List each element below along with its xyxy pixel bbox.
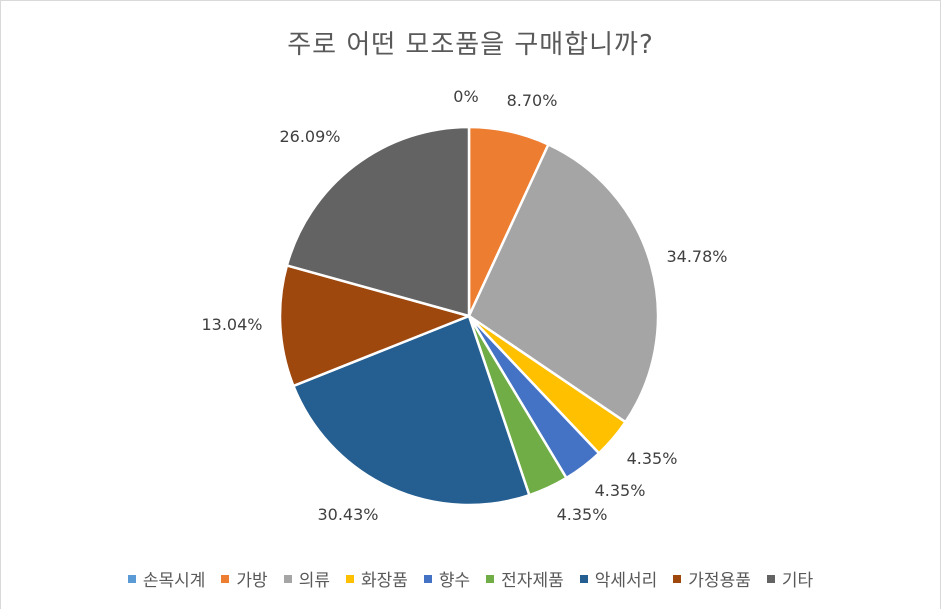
legend-item-8: 기타 <box>766 566 814 591</box>
legend-label: 의류 <box>298 571 330 591</box>
legend-label: 향수 <box>438 571 471 591</box>
legend-swatch <box>127 574 136 583</box>
pie-slice-7 <box>278 264 471 388</box>
legend-item-6: 악세서리 <box>579 566 658 591</box>
legend-label: 가방 <box>236 571 268 591</box>
legend-swatch <box>345 574 354 583</box>
data-label-7: 13.04% <box>201 315 262 334</box>
data-label-4: 4.35% <box>595 481 646 500</box>
legend-label: 손목시계 <box>142 571 206 591</box>
data-label-0: 0% <box>453 87 478 106</box>
legend-item-4: 향수 <box>423 566 471 591</box>
legend-item-1: 가방 <box>221 566 268 591</box>
legend-label: 가정용품 <box>688 571 751 591</box>
legend-item-2: 의류 <box>283 566 330 591</box>
data-label-3: 4.35% <box>627 449 678 468</box>
chart-legend: 손목시계 가방 의류 화장품 향수 전자제품 악세서리 가정용품 기타 <box>0 566 941 591</box>
legend-swatch <box>673 574 682 583</box>
legend-item-7: 가정용품 <box>673 566 751 591</box>
legend-swatch <box>283 574 292 583</box>
legend-label: 전자제품 <box>501 571 564 591</box>
data-label-2: 34.78% <box>666 247 727 266</box>
legend-swatch <box>486 574 495 583</box>
data-label-6: 30.43% <box>317 505 378 524</box>
legend-label: 기타 <box>781 571 814 591</box>
data-label-5: 4.35% <box>557 505 608 524</box>
legend-swatch <box>766 574 775 583</box>
legend-label: 악세서리 <box>594 571 658 591</box>
legend-item-5: 전자제품 <box>486 566 564 591</box>
legend-swatch <box>423 574 432 583</box>
data-label-8: 26.09% <box>279 127 340 146</box>
pie-slice-2 <box>467 143 660 424</box>
legend-item-3: 화장품 <box>345 566 408 591</box>
pie-slice-8 <box>285 125 471 318</box>
legend-label: 화장품 <box>360 571 408 591</box>
data-label-1: 8.70% <box>507 91 558 110</box>
legend-swatch <box>221 574 230 583</box>
legend-item-0: 손목시계 <box>127 566 206 591</box>
legend-swatch <box>579 574 588 583</box>
chart-title: 주로 어떤 모조품을 구매합니까? <box>287 30 654 60</box>
